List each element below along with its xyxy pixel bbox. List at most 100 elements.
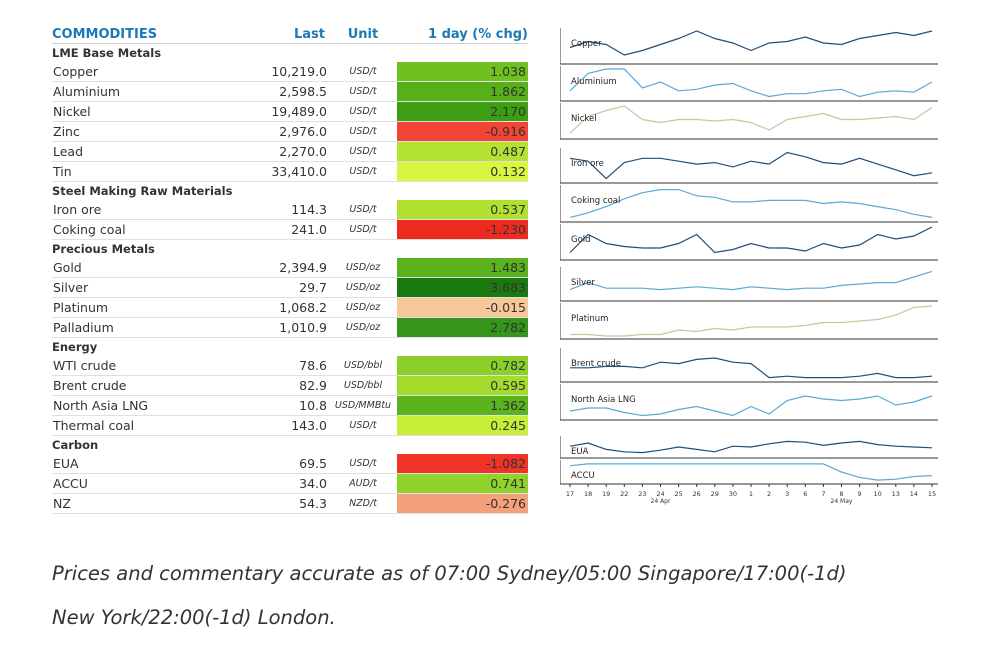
sparkline-panel: North Asia LNG — [560, 384, 938, 421]
table-row: NZ 54.3 NZD/t -0.276 — [52, 493, 528, 514]
table-row: Coking coal 241.0 USD/t -1.230 — [52, 219, 528, 240]
last-price: 19,489.0 — [237, 101, 329, 122]
change-percent: 0.245 — [397, 415, 528, 436]
table-row: Copper 10,219.0 USD/t 1.038 — [52, 62, 528, 82]
change-percent: 2.782 — [397, 317, 528, 338]
table-row: Silver 29.7 USD/oz 3.683 — [52, 277, 528, 298]
caption-line-1: Prices and commentary accurate as of 07:… — [52, 562, 847, 585]
x-tick-label: 1 — [749, 490, 753, 498]
last-price: 114.3 — [237, 200, 329, 220]
series-line — [569, 463, 933, 481]
change-percent: 1.362 — [397, 395, 528, 416]
section-title: Energy — [52, 339, 98, 354]
commodity-name: WTI crude — [52, 356, 237, 376]
table-row: Palladium 1,010.9 USD/oz 2.782 — [52, 317, 528, 338]
section-title: Carbon — [52, 437, 99, 452]
section-header: Energy — [52, 338, 528, 357]
unit: USD/bbl — [329, 375, 397, 396]
sparkline-panel: ACCU — [560, 460, 938, 485]
series-label: Iron ore — [571, 159, 604, 169]
commodity-name: Zinc — [52, 121, 237, 142]
x-tick-label: 9 — [858, 490, 862, 498]
series-label: Copper — [571, 39, 602, 49]
change-percent: 1.038 — [397, 62, 528, 82]
commodity-name: Silver — [52, 277, 237, 298]
commodity-name: Brent crude — [52, 375, 237, 396]
last-price: 69.5 — [237, 454, 329, 474]
sparkline-panel: Aluminium — [560, 66, 938, 102]
sparkline-panel: Silver — [560, 267, 938, 302]
series-label: North Asia LNG — [571, 395, 636, 405]
change-percent: -1.230 — [397, 219, 528, 240]
commodity-name: EUA — [52, 454, 237, 474]
table-row: Brent crude 82.9 USD/bbl 0.595 — [52, 375, 528, 396]
unit: USD/oz — [329, 277, 397, 298]
change-percent: 0.132 — [397, 161, 528, 182]
commodity-name: Palladium — [52, 317, 237, 338]
commodities-table: COMMODITIES Last Unit 1 day (% chg) LME … — [52, 26, 528, 514]
series-line — [569, 30, 933, 56]
unit: USD/t — [329, 121, 397, 142]
sparkline-charts: Copper Aluminium Nickel Iron ore Coking coal… — [560, 28, 938, 505]
section-header: LME Base Metals — [52, 44, 528, 63]
commodity-name: Gold — [52, 258, 237, 278]
last-price: 10.8 — [237, 395, 329, 416]
x-tick-label: 22 — [620, 490, 628, 498]
unit: USD/t — [329, 200, 397, 220]
last-price: 10,219.0 — [237, 62, 329, 82]
change-percent: -0.276 — [397, 493, 528, 514]
commodities-table-container: COMMODITIES Last Unit 1 day (% chg) LME … — [52, 26, 528, 514]
x-tick-label: 2 — [767, 490, 771, 498]
series-line — [569, 395, 933, 417]
last-price: 2,598.5 — [237, 81, 329, 102]
series-line — [570, 357, 933, 379]
series-label: Platinum — [571, 314, 608, 324]
unit: AUD/t — [329, 473, 397, 494]
table-row: Lead 2,270.0 USD/t 0.487 — [52, 141, 528, 162]
series-line — [570, 305, 933, 337]
table-row: ACCU 34.0 AUD/t 0.741 — [52, 473, 528, 494]
caption-line-2: New York/22:00(-1d) London. — [52, 606, 336, 629]
unit: USD/t — [329, 454, 397, 474]
sparkline-panel: Copper — [560, 28, 938, 65]
last-price: 241.0 — [237, 219, 329, 240]
change-percent: 2.170 — [397, 101, 528, 122]
section-title: LME Base Metals — [52, 45, 162, 60]
commodity-name: NZ — [52, 493, 237, 514]
last-price: 82.9 — [237, 375, 329, 396]
table-row: Platinum 1,068.2 USD/oz -0.015 — [52, 297, 528, 318]
sparkline-panel: Nickel — [560, 103, 938, 140]
change-percent: 0.741 — [397, 473, 528, 494]
unit: USD/oz — [329, 317, 397, 338]
x-month-label: 24 May — [831, 498, 853, 505]
header-commodities: COMMODITIES — [52, 26, 237, 44]
series-label: ACCU — [571, 471, 595, 481]
unit: USD/oz — [329, 297, 397, 318]
series-label: Coking coal — [571, 196, 620, 206]
sparkline-panel: Platinum — [560, 303, 938, 340]
commodity-name: Aluminium — [52, 81, 237, 102]
change-percent: 0.782 — [397, 356, 528, 376]
series-line — [569, 226, 933, 254]
change-percent: 3.683 — [397, 277, 528, 298]
last-price: 2,976.0 — [237, 121, 329, 142]
x-tick-label: 10 — [874, 490, 882, 498]
table-row: North Asia LNG 10.8 USD/MMBtu 1.362 — [52, 395, 528, 416]
table-row: Nickel 19,489.0 USD/t 2.170 — [52, 101, 528, 122]
commodity-name: ACCU — [52, 473, 237, 494]
series-label: Gold — [571, 235, 591, 245]
change-percent: 1.483 — [397, 258, 528, 278]
table-row: Gold 2,394.9 USD/oz 1.483 — [52, 258, 528, 278]
unit: USD/t — [329, 219, 397, 240]
sparkline-panel: Gold — [560, 224, 938, 261]
commodity-name: Copper — [52, 62, 237, 82]
table-row: Thermal coal 143.0 USD/t 0.245 — [52, 415, 528, 436]
x-tick-label: 8 — [839, 490, 843, 498]
header-unit: Unit — [329, 26, 397, 44]
table-header-row: COMMODITIES Last Unit 1 day (% chg) — [52, 26, 528, 44]
x-tick-label: 23 — [638, 490, 646, 498]
x-month-label: 24 Apr — [651, 498, 671, 505]
last-price: 54.3 — [237, 493, 329, 514]
x-tick-label: 19 — [602, 490, 610, 498]
commodity-name: Iron ore — [52, 200, 237, 220]
